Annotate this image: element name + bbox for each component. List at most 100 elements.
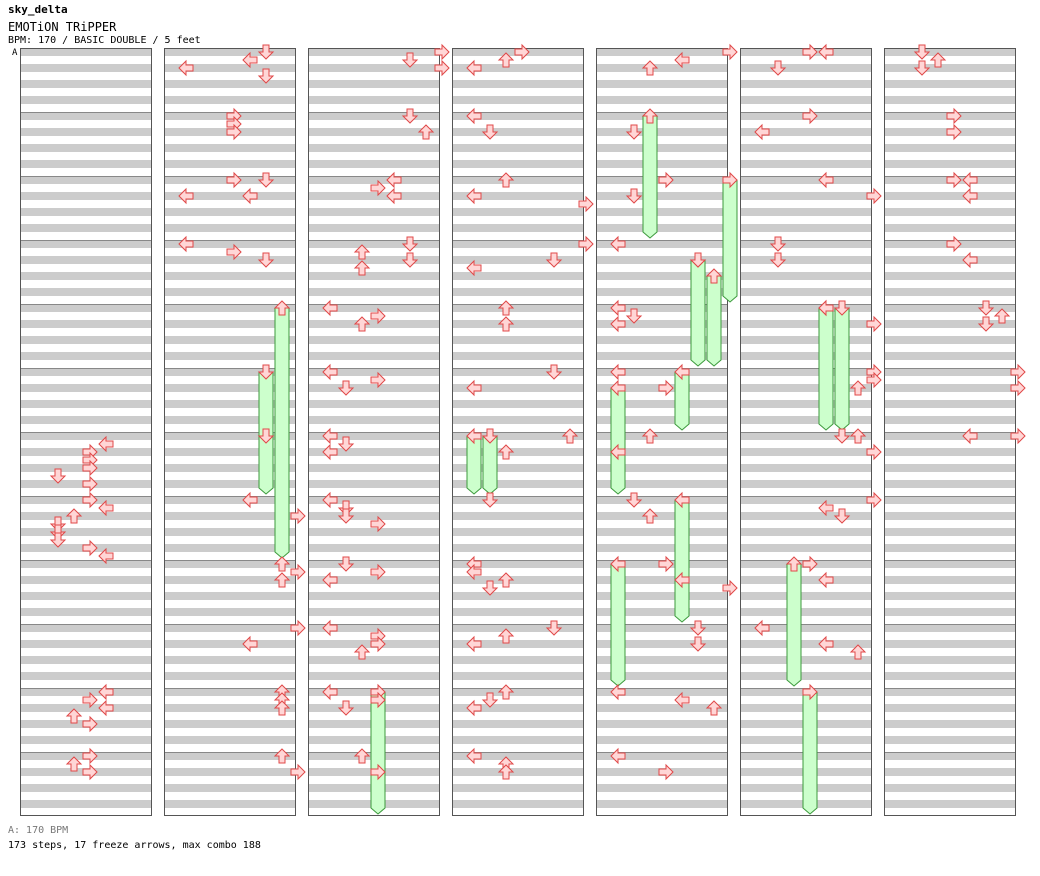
step-arrow [481,492,499,508]
beat-band [740,448,872,456]
beat-band [164,384,296,392]
beat-band [20,528,152,536]
beat-band [596,288,728,296]
beat-band [308,560,440,568]
step-arrow [82,491,98,509]
beat-band [164,560,296,568]
step-arrow [641,508,659,524]
beat-band [596,48,728,56]
beat-band [452,768,584,776]
beat-band [596,464,728,472]
beat-band [596,656,728,664]
beat-band [884,416,1016,424]
beat-band [452,192,584,200]
step-arrow [849,428,867,444]
beat-band [452,496,584,504]
beat-band [20,240,152,248]
step-arrow [722,579,738,597]
step-arrow [290,563,306,581]
freeze-head-arrow [466,427,482,445]
step-arrow [866,371,882,389]
step-arrow [273,748,291,764]
step-arrow [674,571,690,589]
step-arrow [353,748,371,764]
beat-band [740,288,872,296]
beat-band [164,256,296,264]
beat-band [452,176,584,184]
beat-band [308,608,440,616]
freeze-head-arrow [833,300,851,316]
chart-stats: 173 steps, 17 freeze arrows, max combo 1… [8,840,261,851]
step-arrow [98,547,114,565]
beat-band [20,256,152,264]
beat-band [308,592,440,600]
beat-band [20,592,152,600]
step-arrow [82,539,98,557]
step-arrow [290,763,306,781]
beat-band [452,96,584,104]
step-arrow [466,563,482,581]
beat-band [596,240,728,248]
step-arrow [849,644,867,660]
beat-band [20,48,152,56]
beat-band [308,208,440,216]
freeze-head-arrow [481,428,499,444]
freeze-head-arrow [641,108,659,124]
step-arrow [322,299,338,317]
beat-band [884,432,1016,440]
beat-band [884,144,1016,152]
beat-band [308,432,440,440]
step-arrow [610,315,626,333]
freeze-arrow [466,435,482,495]
beat-band [884,624,1016,632]
freeze-arrow [674,371,690,431]
step-arrow [497,444,515,460]
beat-band [452,400,584,408]
step-arrow [353,316,371,332]
step-arrow [82,715,98,733]
step-arrow [769,236,787,252]
beat-band [164,736,296,744]
beat-band [164,240,296,248]
step-arrow [226,171,242,189]
beat-band [20,656,152,664]
beat-band [20,112,152,120]
step-arrow [658,171,674,189]
beat-band [308,128,440,136]
beat-band [308,656,440,664]
step-arrow [370,179,386,197]
beat-band [740,544,872,552]
freeze-head-arrow [802,683,818,701]
step-arrow [226,123,242,141]
beat-band [164,272,296,280]
step-arrow [929,52,947,68]
step-arrow [82,691,98,709]
beat-band [452,608,584,616]
step-arrow [322,619,338,637]
beat-band [884,496,1016,504]
step-arrow [913,44,931,60]
beat-band [452,800,584,808]
beat-band [20,336,152,344]
beat-band [884,640,1016,648]
beat-band [164,80,296,88]
beat-band [884,672,1016,680]
beat-band [452,224,584,232]
beat-band [596,80,728,88]
beat-band [20,176,152,184]
beat-band [452,528,584,536]
step-arrow [273,572,291,588]
beat-band [308,464,440,472]
step-arrow [98,699,114,717]
step-arrow [818,635,834,653]
beat-band [740,176,872,184]
beat-band [740,336,872,344]
beat-band [164,320,296,328]
beat-band [596,752,728,760]
step-arrow [337,508,355,524]
beat-band [164,624,296,632]
beat-band [740,480,872,488]
beat-band [308,576,440,584]
step-arrow [49,532,67,548]
step-arrow [497,300,515,316]
